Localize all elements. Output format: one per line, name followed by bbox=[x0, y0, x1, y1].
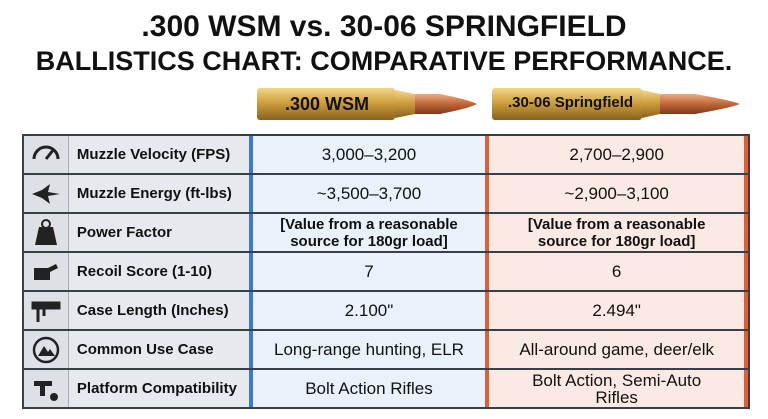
springfield-value: ~2,900–3,100 bbox=[485, 175, 748, 212]
icon bbox=[32, 336, 60, 363]
row-icon bbox=[24, 175, 69, 212]
wsm-value: ~3,500–3,700 bbox=[248, 175, 486, 212]
springfield-value: 6 bbox=[485, 253, 748, 290]
table-row: Muzzle Energy (ft-lbs) ~3,500–3,700 ~2,900… bbox=[24, 175, 748, 212]
column-header: .300 WSM bbox=[285, 94, 370, 114]
row-label: Case Length (Inches) bbox=[68, 292, 249, 329]
row-label: Platform Compatibility bbox=[68, 370, 249, 407]
wsm-value: 3,000–3,200 bbox=[248, 136, 486, 173]
row-icon bbox=[24, 370, 69, 407]
column-header: .30-06 Springfield bbox=[508, 94, 634, 111]
row-label: Common Use Case bbox=[68, 331, 249, 368]
row-icon bbox=[24, 331, 69, 368]
row-label: Recoil Score (1-10) bbox=[68, 253, 249, 290]
row-icon bbox=[24, 214, 69, 251]
table-row: Recoil Score (1-10) 7 6 bbox=[24, 253, 748, 290]
icon bbox=[31, 183, 60, 204]
table-row: Common Use Case Long-range hunting, ELR Al… bbox=[24, 331, 748, 368]
table-row: Muzzle Velocity (FPS) 3,000–3,200 2,700–2,… bbox=[24, 136, 748, 173]
wsm-value: 2.100" bbox=[248, 292, 486, 329]
table-row: Case Length (Inches) 2.100" 2.494" bbox=[24, 292, 748, 329]
row-label: Muzzle Energy (ft-lbs) bbox=[68, 175, 249, 212]
icon bbox=[33, 380, 58, 401]
springfield-value: 2.494" bbox=[485, 292, 748, 329]
wsm-value: 7 bbox=[248, 253, 486, 290]
bullet-wsm: .300 WSM bbox=[255, 86, 480, 122]
row-icon bbox=[24, 253, 69, 290]
springfield-value: [Value from a reasonable source for 180g… bbox=[485, 214, 748, 251]
icon bbox=[31, 301, 61, 322]
icon bbox=[34, 218, 57, 245]
row-icon bbox=[24, 136, 69, 173]
row-label: Muzzle Velocity (FPS) bbox=[68, 136, 249, 173]
bullet-graphic bbox=[492, 88, 740, 120]
row-label: Power Factor bbox=[68, 214, 249, 251]
springfield-value: Bolt Action, Semi-Auto Rifles bbox=[485, 370, 748, 407]
row-icon bbox=[24, 292, 69, 329]
icon bbox=[33, 263, 58, 280]
table-row: Power Factor [Value from a reasonable sou… bbox=[24, 214, 748, 251]
icon bbox=[32, 145, 60, 160]
table-row: Platform Compatibility Bolt Action Rifles… bbox=[24, 370, 748, 407]
wsm-value: Long-range hunting, ELR bbox=[248, 331, 486, 368]
bullet-graphic bbox=[257, 88, 477, 120]
springfield-value: 2,700–2,900 bbox=[485, 136, 748, 173]
bullet-3006: .30-06 Springfield bbox=[490, 86, 745, 122]
subtitle: BALLISTICS CHART: COMPARATIVE PERFORMANC… bbox=[35, 46, 733, 76]
wsm-value: Bolt Action Rifles bbox=[248, 370, 486, 407]
springfield-value: All-around game, deer/elk bbox=[485, 331, 748, 368]
title: .300 WSM vs. 30-06 SPRINGFIELD bbox=[141, 10, 627, 43]
wsm-value: [Value from a reasonable source for 180g… bbox=[248, 214, 486, 251]
comparison-table: Muzzle Velocity (FPS) 3,000–3,200 2,700–2,… bbox=[22, 134, 750, 409]
